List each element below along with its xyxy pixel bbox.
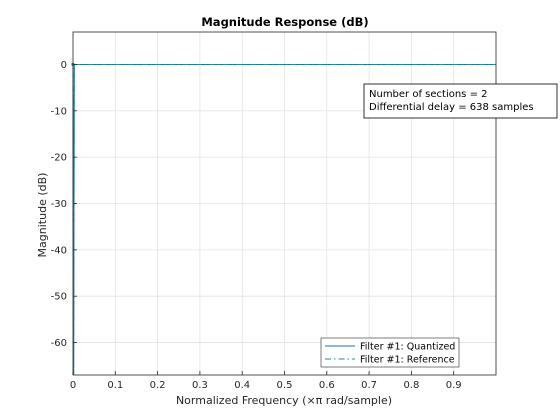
x-tick-label: 0.7 <box>361 380 377 391</box>
y-tick-label: -50 <box>51 292 67 303</box>
x-tick-label: 0.6 <box>319 380 335 391</box>
annotation-box: Number of sections = 2 Differential dela… <box>363 83 558 119</box>
x-tick-label: 0.4 <box>234 380 250 391</box>
y-tick-label: -60 <box>51 338 67 349</box>
annotation-line-1: Number of sections = 2 <box>369 89 488 100</box>
x-tick-label: 0 <box>70 380 76 391</box>
annotation-line-2: Differential delay = 638 samples <box>369 102 534 113</box>
y-tick-label: -40 <box>51 245 67 256</box>
x-tick-label: 0.2 <box>150 380 166 391</box>
x-tick-label: 0.3 <box>192 380 208 391</box>
y-axis-label: Magnitude (dB) <box>36 173 49 258</box>
x-axis-label: Normalized Frequency (×π rad/sample) <box>176 394 392 407</box>
x-tick-label: 0.5 <box>277 380 293 391</box>
y-tick-label: -10 <box>51 106 67 117</box>
x-tick-label: 0.8 <box>403 380 419 391</box>
legend: Filter #1: Quantized Filter #1: Referenc… <box>320 337 460 368</box>
axis-ticks: 0 0.1 0.2 0.3 0.4 0.5 0.6 0.7 0.8 0.9 0 -10 -20 -30 -4… <box>51 60 462 391</box>
y-tick-label: 0 <box>61 60 67 71</box>
x-tick-label: 0.9 <box>446 380 462 391</box>
y-tick-label: -30 <box>51 199 67 210</box>
chart-title: Magnitude Response (dB) <box>201 15 368 29</box>
legend-label-quantized: Filter #1: Quantized <box>360 342 455 353</box>
y-tick-label: -20 <box>51 153 67 164</box>
x-tick-label: 0.1 <box>107 380 123 391</box>
legend-box <box>320 337 460 368</box>
legend-label-reference: Filter #1: Reference <box>360 355 455 366</box>
